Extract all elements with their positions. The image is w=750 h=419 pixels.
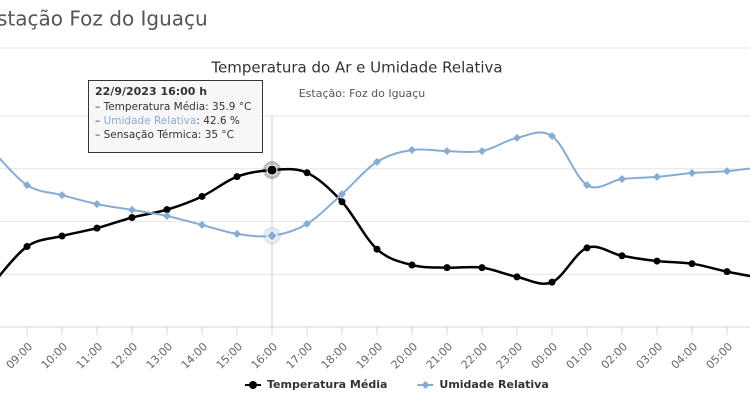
- tooltip-line: – Temperatura Média: 35.9 °C: [95, 101, 251, 113]
- point: [653, 257, 661, 265]
- point: [618, 175, 626, 184]
- point: [163, 211, 171, 220]
- point: [373, 245, 381, 253]
- plot-area: [0, 116, 750, 327]
- point: [338, 190, 346, 199]
- point: [548, 278, 556, 286]
- point: [723, 167, 731, 176]
- point: [583, 181, 591, 190]
- point: [443, 147, 451, 156]
- point: [93, 224, 101, 232]
- point: [265, 229, 279, 242]
- point: [58, 191, 66, 200]
- tooltip-text: – Temperatura Média: 35.9 °C: [95, 101, 251, 113]
- tooltip-text: : 42.6 %: [196, 115, 240, 127]
- tooltip-line: – Sensação Térmica: 35 °C: [95, 129, 234, 141]
- point: [128, 214, 136, 222]
- point: [303, 219, 311, 228]
- point: [93, 200, 101, 209]
- tooltip-box: [88, 80, 263, 153]
- point: [303, 169, 311, 177]
- point: [583, 244, 591, 252]
- point: [618, 252, 626, 260]
- tooltip-header: 22/9/2023 16:00 h: [95, 85, 207, 98]
- point: [408, 146, 416, 155]
- point: [233, 173, 241, 181]
- point: [23, 243, 31, 251]
- legend-label: Temperatura Média: [267, 378, 387, 391]
- tooltip-text: – Sensação Térmica: 35 °C: [95, 129, 234, 141]
- legend-marker: [249, 381, 257, 389]
- legend-marker: [421, 381, 430, 389]
- point: [688, 168, 696, 177]
- point: [373, 157, 381, 166]
- point: [163, 206, 171, 214]
- point: [198, 220, 206, 229]
- grid: [0, 115, 750, 328]
- point: [338, 198, 346, 206]
- point: [478, 147, 486, 156]
- tooltip-line: – Umidade Relativa: 42.6 %: [95, 115, 240, 127]
- point: [58, 232, 66, 240]
- point: [408, 261, 416, 269]
- point: [513, 273, 521, 281]
- point: [688, 260, 696, 268]
- point: [513, 133, 521, 142]
- point: [723, 268, 731, 276]
- point: [548, 132, 556, 141]
- legend-label: Umidade Relativa: [439, 378, 548, 391]
- point: [128, 205, 136, 214]
- tooltip: 22/9/2023 16:00 h – Temperatura Média: 35…: [88, 80, 263, 153]
- point: [653, 172, 661, 181]
- point: [478, 264, 486, 272]
- point: [23, 181, 31, 190]
- chart-subtitle: Estação: Foz do Iguaçu: [299, 87, 426, 100]
- point: [266, 164, 278, 176]
- tooltip-text: –: [95, 115, 104, 127]
- legend: Temperatura Média Umidade Relativa: [245, 378, 549, 391]
- chart-title: Temperatura do Ar e Umidade Relativa: [210, 59, 502, 77]
- point: [443, 264, 451, 272]
- point: [198, 192, 206, 200]
- tooltip-text: Umidade Relativa: [104, 115, 197, 127]
- point: [233, 229, 241, 238]
- page-header: stação Foz do Iguaçu: [0, 7, 208, 31]
